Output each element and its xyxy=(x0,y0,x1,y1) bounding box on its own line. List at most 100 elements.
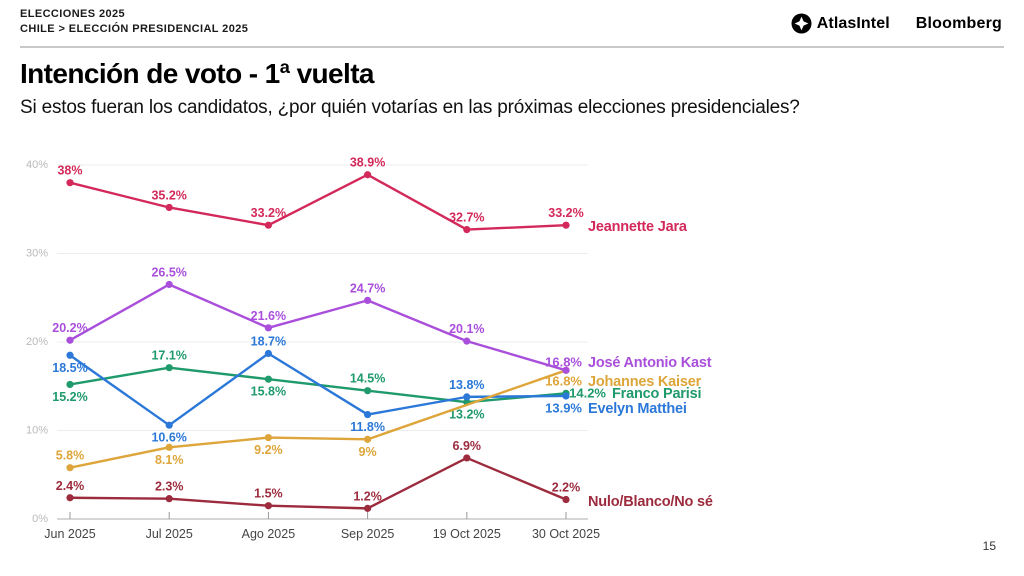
value-label-nulo-blanco-no-se-5: 2.2% xyxy=(552,481,581,495)
x-axis-label-jul-2025: Jul 2025 xyxy=(146,527,193,541)
value-label-johannes-kaiser-2: 9.2% xyxy=(254,443,283,457)
series-line-evelyn-matthei xyxy=(69,352,567,427)
legend-final-value-evelyn-matthei: 13.9% xyxy=(545,400,582,415)
value-label-franco-parisi-4: 13.2% xyxy=(449,408,484,422)
data-point-jeannette-jara-1 xyxy=(165,203,173,212)
data-point-franco-parisi-3 xyxy=(364,387,372,395)
value-label-johannes-kaiser-3: 9% xyxy=(359,445,377,459)
data-point-franco-parisi-1 xyxy=(165,364,173,372)
header-divider xyxy=(20,46,1004,48)
data-point-jeannette-jara-3 xyxy=(364,171,372,179)
page-title: Intención de voto - 1ª vuelta xyxy=(20,58,375,89)
value-label-jose-antonio-kast-0: 20.2% xyxy=(52,321,87,335)
value-label-jose-antonio-kast-2: 21.6% xyxy=(251,309,286,323)
series-nulo-blanco-no-se: 2.4% 2.3% 1.5% 1.2% 6.9% 2.2% xyxy=(56,439,581,512)
data-point-franco-parisi-2 xyxy=(264,375,272,383)
value-label-nulo-blanco-no-se-3: 1.2% xyxy=(353,489,382,503)
atlasintel-logo-icon xyxy=(791,13,812,34)
series-franco-parisi: 15.2% 17.1% 15.8% 14.5% 13.2% xyxy=(52,349,570,422)
page-subtitle: Si estos fueran los candidatos, ¿por qui… xyxy=(20,97,800,118)
value-label-franco-parisi-0: 15.2% xyxy=(52,390,87,404)
series-legend-johannes-kaiser: 16.8% Johannes Kaiser xyxy=(545,373,702,390)
value-label-evelyn-matthei-4: 13.8% xyxy=(449,378,484,392)
legend-name-jose-antonio-kast: José Antonio Kast xyxy=(588,355,712,371)
value-label-jeannette-jara-0: 38% xyxy=(57,164,82,178)
value-label-jeannette-jara-5: 33.2% xyxy=(548,206,583,220)
series-legend-nulo-blanco-no-se: Nulo/Blanco/No sé xyxy=(588,494,713,510)
data-point-evelyn-matthei-4 xyxy=(463,393,471,401)
series-legend-franco-parisi: 14.2% Franco Parisi xyxy=(569,385,701,401)
brand-logos: AtlasIntel Bloomberg xyxy=(791,13,1002,34)
data-point-jose-antonio-kast-5 xyxy=(562,366,570,374)
data-point-jeannette-jara-5 xyxy=(562,221,570,229)
page-number: 15 xyxy=(982,539,996,553)
data-point-nulo-blanco-no-se-2 xyxy=(264,502,272,510)
data-point-jose-antonio-kast-4 xyxy=(463,337,471,345)
data-point-nulo-blanco-no-se-1 xyxy=(165,495,173,503)
value-label-franco-parisi-1: 17.1% xyxy=(151,349,186,363)
x-axis-label-sep-2025: Sep 2025 xyxy=(341,527,395,541)
value-label-jose-antonio-kast-1: 26.5% xyxy=(151,265,186,279)
x-axis: Jun 2025 Jul 2025 Ago 2025 Sep 2025 19 Oct 2… xyxy=(44,512,600,541)
legend-name-jeannette-jara: Jeannette Jara xyxy=(588,219,688,235)
y-axis-label-40: 40% xyxy=(26,159,48,171)
value-label-johannes-kaiser-1: 8.1% xyxy=(155,453,184,467)
series-evelyn-matthei: 18.5% 10.6% 18.7% 11.8% 13.8% xyxy=(52,335,570,445)
x-axis-label-ago-2025: Ago 2025 xyxy=(242,527,296,541)
data-point-evelyn-matthei-2 xyxy=(264,349,272,358)
series-legend-jeannette-jara: Jeannette Jara xyxy=(588,219,688,235)
data-point-evelyn-matthei-0 xyxy=(66,351,74,359)
value-label-nulo-blanco-no-se-2: 1.5% xyxy=(254,487,283,501)
x-axis-label-19-oct-2025: 19 Oct 2025 xyxy=(433,527,501,541)
data-point-johannes-kaiser-1 xyxy=(165,443,173,451)
legend-final-value-jose-antonio-kast: 16.8% xyxy=(545,354,582,369)
data-point-jose-antonio-kast-0 xyxy=(66,336,74,344)
series-jeannette-jara: 38% 35.2% 33.2% 38.9% 32.7% 33.2% xyxy=(57,156,584,234)
legend-final-value-franco-parisi: 14.2% xyxy=(569,385,606,400)
value-label-jeannette-jara-3: 38.9% xyxy=(350,156,385,170)
data-point-nulo-blanco-no-se-4 xyxy=(463,454,471,462)
y-axis-label-10: 10% xyxy=(26,424,48,436)
value-label-nulo-blanco-no-se-4: 6.9% xyxy=(453,439,482,453)
value-label-jeannette-jara-2: 33.2% xyxy=(251,206,286,220)
data-point-johannes-kaiser-2 xyxy=(264,433,272,442)
y-axis-label-20: 20% xyxy=(26,336,48,348)
data-point-johannes-kaiser-0 xyxy=(66,464,74,472)
y-axis-label-0: 0% xyxy=(32,513,48,525)
data-point-jose-antonio-kast-1 xyxy=(165,280,173,289)
value-label-johannes-kaiser-0: 5.8% xyxy=(56,449,85,463)
value-label-jeannette-jara-1: 35.2% xyxy=(151,188,186,202)
series-jose-antonio-kast: 20.2% 26.5% 21.6% 24.7% 20.1% xyxy=(52,265,570,374)
y-gridlines: 0% 10% 20% 30% 40% xyxy=(26,159,588,525)
legend-name-johannes-kaiser: Johannes Kaiser xyxy=(588,374,702,390)
atlasintel-brand-name: AtlasIntel xyxy=(816,14,890,32)
data-point-nulo-blanco-no-se-0 xyxy=(66,494,74,502)
legend-final-value-johannes-kaiser: 16.8% xyxy=(545,373,582,388)
report-kicker: ELECCIONES 2025 xyxy=(20,8,126,20)
data-point-jeannette-jara-2 xyxy=(264,221,272,229)
x-axis-label-jun-2025: Jun 2025 xyxy=(44,527,95,541)
series-legend-jose-antonio-kast: 16.8% José Antonio Kast xyxy=(545,354,712,370)
series-legend-evelyn-matthei: 13.9% Evelyn Matthei xyxy=(545,400,687,416)
value-label-jose-antonio-kast-4: 20.1% xyxy=(449,322,484,336)
data-point-nulo-blanco-no-se-3 xyxy=(364,504,372,512)
atlasintel-brand: AtlasIntel xyxy=(791,13,890,34)
bloomberg-brand-name: Bloomberg xyxy=(915,14,1002,32)
x-axis-label-30-oct-2025: 30 Oct 2025 xyxy=(532,527,600,541)
series-line-nulo-blanco-no-se xyxy=(69,456,567,510)
series-line-johannes-kaiser xyxy=(69,369,567,469)
series-johannes-kaiser: 5.8% 8.1% 9.2% 9% xyxy=(56,366,570,472)
value-label-nulo-blanco-no-se-0: 2.4% xyxy=(56,479,85,493)
data-point-evelyn-matthei-3 xyxy=(364,410,372,419)
legend-name-franco-parisi: Franco Parisi xyxy=(612,386,701,402)
value-label-franco-parisi-2: 15.8% xyxy=(251,385,286,399)
data-point-evelyn-matthei-5 xyxy=(562,392,570,400)
value-label-evelyn-matthei-3: 11.8% xyxy=(350,420,385,434)
legend-name-nulo-blanco-no-se: Nulo/Blanco/No sé xyxy=(588,494,713,510)
value-label-jose-antonio-kast-3: 24.7% xyxy=(350,281,385,295)
data-point-jeannette-jara-0 xyxy=(66,179,74,187)
data-point-evelyn-matthei-1 xyxy=(165,421,173,429)
data-point-jose-antonio-kast-2 xyxy=(264,324,272,332)
data-point-jeannette-jara-4 xyxy=(463,226,471,234)
